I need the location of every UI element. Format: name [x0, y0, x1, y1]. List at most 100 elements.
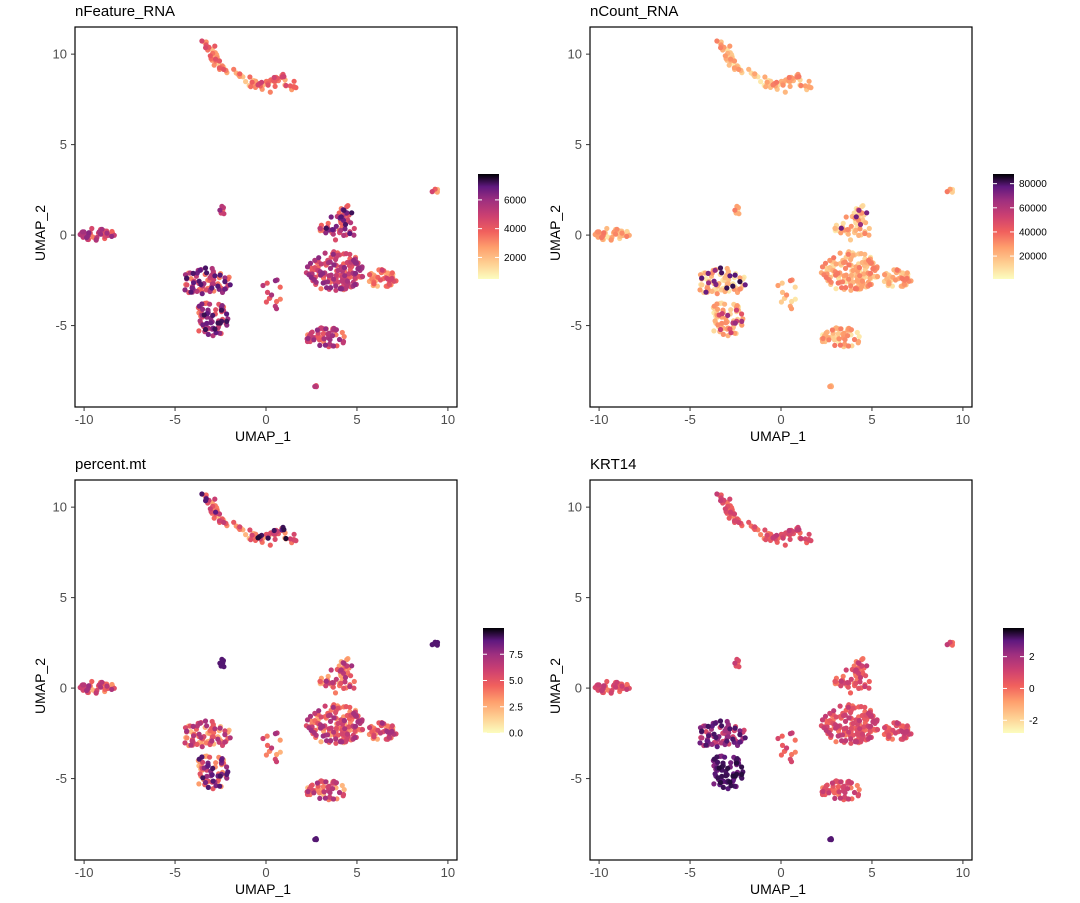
scatter-point	[792, 737, 798, 743]
scatter-point	[737, 286, 743, 292]
x-tick-label: 10	[441, 865, 455, 880]
scatter-point	[599, 234, 605, 241]
scatter-point	[874, 727, 881, 733]
scatter-point	[778, 752, 785, 758]
scatter-point	[321, 336, 327, 342]
x-tick-label: 0	[777, 412, 784, 427]
scatter-point	[221, 519, 227, 526]
scatter-point	[217, 783, 223, 789]
scatter-point	[307, 713, 314, 719]
scatter-point	[260, 735, 266, 742]
x-tick-label: -10	[590, 412, 609, 427]
scatter-point	[317, 678, 323, 684]
scatter-point	[384, 728, 390, 734]
scatter-point	[377, 730, 384, 736]
scatter-point	[944, 642, 950, 648]
scatter-point	[778, 299, 785, 305]
scatter-point	[351, 257, 357, 263]
scatter-point	[208, 320, 214, 326]
scatter-point	[711, 278, 717, 284]
scatter-point	[848, 287, 854, 293]
scatter-point	[779, 742, 786, 749]
scatter-point	[833, 714, 839, 720]
scatter-points	[77, 38, 441, 390]
y-tick-label: 5	[575, 590, 582, 605]
scatter-point	[739, 318, 745, 324]
x-tick-label: -5	[169, 865, 181, 880]
scatter-point	[846, 262, 852, 268]
scatter-point	[852, 286, 858, 292]
scatter-point	[613, 231, 619, 237]
scatter-point	[724, 265, 730, 272]
scatter-point	[184, 282, 190, 288]
scatter-point	[204, 723, 210, 729]
scatter-point	[312, 257, 318, 263]
scatter-point	[839, 738, 845, 744]
scatter-point	[216, 518, 222, 524]
scatter-point	[355, 266, 361, 272]
scatter-point	[277, 737, 283, 743]
scatter-point	[856, 334, 862, 340]
scatter-point	[722, 53, 728, 59]
scatter-point	[604, 678, 610, 685]
scatter-point	[894, 267, 900, 273]
scatter-point	[857, 726, 863, 732]
scatter-point	[205, 784, 211, 791]
scatter-point	[901, 281, 907, 287]
scatter-point	[859, 657, 865, 663]
scatter-point	[833, 725, 839, 731]
scatter-point	[188, 289, 194, 295]
scatter-point	[212, 43, 218, 49]
scatter-point	[624, 228, 630, 235]
scatter-point	[281, 74, 287, 80]
scatter-point	[104, 683, 110, 689]
scatter-point	[377, 277, 384, 283]
y-tick-label: 10	[53, 47, 67, 62]
scatter-point	[197, 771, 203, 777]
scatter-point	[775, 735, 781, 742]
y-tick-label: -5	[55, 318, 67, 333]
scatter-point	[267, 542, 273, 548]
scatter-point	[327, 259, 333, 265]
scatter-point	[199, 744, 205, 750]
scatter-point	[737, 275, 743, 281]
scatter-point	[788, 306, 795, 312]
scatter-point	[237, 524, 243, 530]
scatter-point	[212, 496, 218, 502]
scatter-point	[866, 232, 872, 238]
scatter-point	[351, 685, 357, 691]
scatter-point	[784, 292, 790, 298]
scatter-point	[789, 298, 795, 305]
scatter-point	[351, 232, 357, 238]
scatter-point	[779, 733, 785, 739]
scatter-point	[703, 289, 709, 295]
scatter-point	[866, 710, 872, 717]
scatter-point	[859, 278, 866, 284]
scatter-point	[188, 742, 194, 748]
scatter-point	[837, 703, 843, 709]
y-axis-label: UMAP_2	[547, 658, 563, 714]
scatter-point	[712, 771, 718, 777]
scatter-point	[728, 509, 734, 515]
scatter-point	[862, 230, 868, 237]
scatter-point	[892, 277, 899, 283]
scatter-point	[833, 325, 839, 331]
x-tick-label: 5	[353, 412, 360, 427]
scatter-point	[838, 779, 844, 785]
scatter-point	[429, 642, 435, 648]
scatter-point	[328, 285, 334, 291]
umap-panel-2: percent.mt -10 -5 0 5 10 -5 0 5 10 UMAP_1 UMAP_2 0.0…	[32, 456, 523, 897]
scatter-point	[722, 754, 728, 760]
scatter-point	[832, 225, 838, 231]
y-tick-label: 0	[60, 681, 67, 696]
scatter-point	[205, 331, 211, 337]
scatter-point	[332, 237, 339, 243]
scatter-point	[386, 734, 392, 740]
scatter-point	[341, 787, 347, 793]
scatter-point	[325, 279, 331, 285]
scatter-point	[944, 189, 950, 195]
scatter-point	[697, 287, 703, 293]
scatter-point	[341, 717, 347, 724]
y-tick-label: -5	[570, 771, 582, 786]
scatter-point	[737, 279, 743, 285]
